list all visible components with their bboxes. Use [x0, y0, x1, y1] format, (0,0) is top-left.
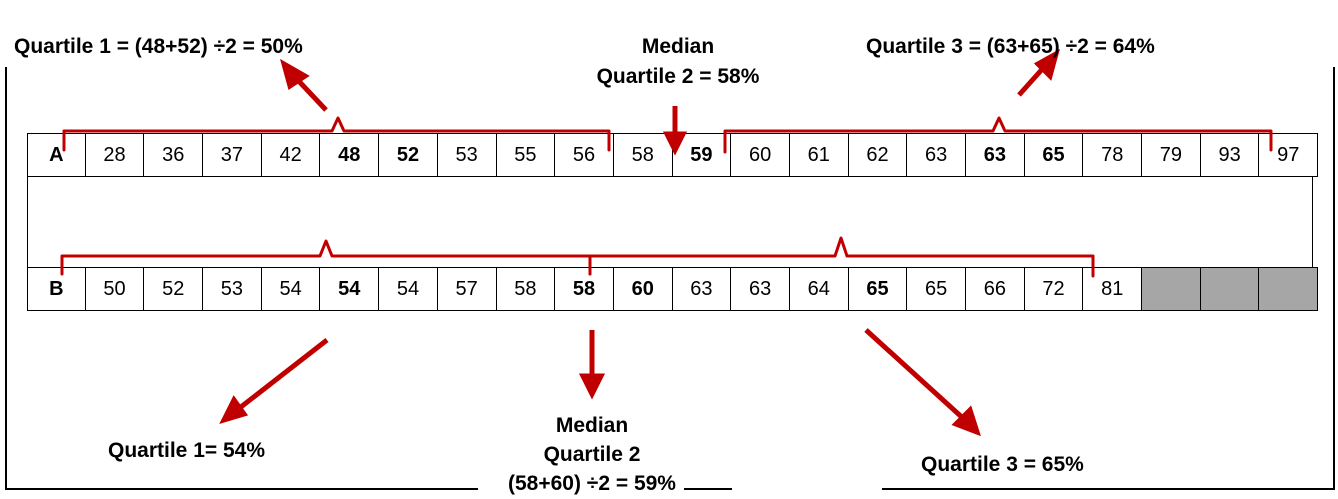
row-b-value-cell: 58: [496, 267, 556, 311]
arrow-bottom-q1: [235, 338, 329, 412]
row-b-value-cell: [1142, 267, 1201, 311]
arrow-bottom-q3: [864, 328, 967, 422]
bottom-median-label: Median: [540, 413, 644, 438]
row-a-value-cell: 93: [1200, 133, 1260, 177]
row-b-value-cell: 54: [261, 267, 321, 311]
row-a-value-cell: 36: [144, 133, 204, 177]
top-quartile-3-label: Quartile 3 = (63+65) ÷2 = 64%: [866, 35, 1155, 58]
row-a-value-cell: 60: [731, 133, 790, 177]
row-a-value-cell: 78: [1083, 133, 1143, 177]
row-a-value-cell: 52: [379, 133, 438, 177]
top-median-label: Median: [622, 34, 734, 59]
row-a: A 28 36 37 42 48 52 53 55 56 58 59 60 61 62 63 63 65 78 79 9…: [27, 133, 1319, 177]
row-a-value-cell: 97: [1259, 133, 1319, 177]
bracket-b-upper-half: [588, 236, 1095, 278]
row-a-value-cell: 56: [555, 133, 614, 177]
row-b-value-cell: 54: [379, 267, 438, 311]
row-a-value-cell: 42: [261, 133, 321, 177]
row-b-value-cell: [1259, 267, 1319, 311]
row-b-value-cell: 54: [320, 267, 380, 311]
row-b-value-cell: 63: [731, 267, 790, 311]
row-a-value-cell: 59: [672, 133, 732, 177]
top-quartile-2-label: Quartile 2 = 58%: [588, 64, 768, 89]
row-b-value-cell: 53: [203, 267, 262, 311]
row-b-value-cell: 52: [144, 267, 204, 311]
row-b-value-cell: 72: [1024, 267, 1084, 311]
frame-gap-right: [732, 482, 882, 498]
row-a-value-cell: 48: [320, 133, 380, 177]
row-b-value-cell: 50: [85, 267, 145, 311]
row-a-value-cell: 37: [203, 133, 262, 177]
row-a-value-cell: 63: [907, 133, 966, 177]
row-a-value-cell: 28: [85, 133, 145, 177]
row-separator-band: [27, 177, 1313, 267]
row-b-value-cell: 65: [907, 267, 966, 311]
row-b-label-cell: B: [27, 267, 86, 311]
row-a-value-cell: 53: [437, 133, 497, 177]
row-b-value-cell: [1200, 267, 1260, 311]
bracket-a-lower-half: [62, 116, 611, 152]
row-a-label-cell: A: [27, 133, 86, 177]
row-b-value-cell: 66: [966, 267, 1025, 311]
top-quartile-1-label: Quartile 1 = (48+52) ÷2 = 50%: [14, 34, 303, 59]
row-b-value-cell: 58: [555, 267, 614, 311]
bottom-quartile-3-label: Quartile 3 = 65%: [921, 452, 1084, 477]
bottom-quartile-1-label: Quartile 1= 54%: [108, 438, 265, 463]
row-a-value-cell: 65: [1024, 133, 1084, 177]
row-a-value-cell: 55: [496, 133, 556, 177]
row-a-value-cell: 79: [1142, 133, 1201, 177]
row-b: B 50 52 53 54 54 54 57 58 58 60 63 63 64 65 65 66 72 81: [27, 267, 1319, 311]
bottom-quartile-2-label: Quartile 2: [540, 442, 644, 467]
row-b-value-cell: 81: [1083, 267, 1143, 311]
row-a-value-cell: 62: [848, 133, 908, 177]
row-a-value-cell: 61: [789, 133, 849, 177]
bottom-median-calc-label: (58+60) ÷2 = 59%: [500, 471, 684, 496]
row-b-value-cell: 60: [613, 267, 673, 311]
row-b-value-cell: 64: [789, 267, 849, 311]
row-b-value-cell: 65: [848, 267, 908, 311]
arrow-top-q3: [1017, 64, 1047, 97]
bracket-a-upper-half: [723, 116, 1273, 154]
row-b-value-cell: 57: [437, 267, 497, 311]
row-a-value-cell: 58: [613, 133, 673, 177]
row-a-value-cell: 63: [966, 133, 1025, 177]
bracket-b-lower-half: [60, 239, 592, 276]
row-b-value-cell: 63: [672, 267, 732, 311]
